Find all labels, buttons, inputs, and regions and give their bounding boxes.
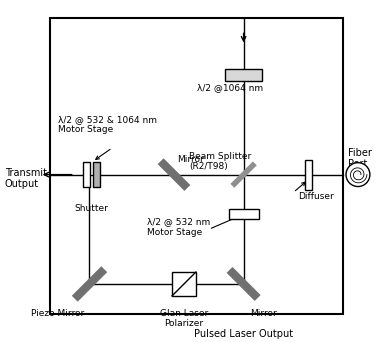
Text: Piezo Mirror: Piezo Mirror (31, 309, 84, 318)
Text: λ/2 @ 532 nm
Motor Stage: λ/2 @ 532 nm Motor Stage (147, 218, 210, 237)
Text: λ/2 @ 532 & 1064 nm
Motor Stage: λ/2 @ 532 & 1064 nm Motor Stage (58, 115, 157, 134)
Text: Fiber
Port: Fiber Port (348, 148, 372, 169)
Polygon shape (229, 209, 259, 219)
Text: Transmit
Output: Transmit Output (5, 168, 47, 189)
Text: λ/2 @1064 nm: λ/2 @1064 nm (197, 83, 263, 93)
Polygon shape (93, 162, 100, 187)
Circle shape (346, 163, 370, 186)
Text: Beam Splitter
(R2/T98): Beam Splitter (R2/T98) (189, 152, 251, 171)
Text: Shutter: Shutter (75, 205, 109, 213)
Polygon shape (83, 162, 90, 187)
Polygon shape (225, 69, 262, 81)
Bar (50, 18, 343, 314)
Text: Mirror: Mirror (251, 309, 277, 318)
Text: Glan Laser
Polarizer: Glan Laser Polarizer (160, 309, 208, 328)
Text: Pulsed Laser Output: Pulsed Laser Output (194, 329, 293, 339)
Polygon shape (305, 160, 312, 189)
Text: Mirror: Mirror (177, 155, 204, 164)
Text: Diffuser: Diffuser (298, 193, 334, 201)
Bar (172, 272, 196, 296)
